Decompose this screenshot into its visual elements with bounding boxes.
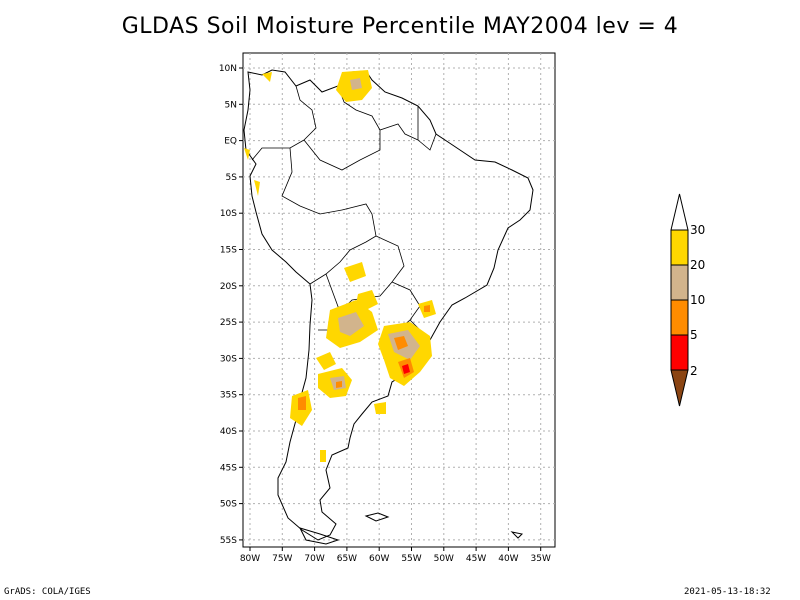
lat-tick-label: 10N [219,64,237,74]
colorbar-label-20: 20 [690,258,705,272]
dryness-patches [244,70,436,462]
lat-tick-label: 35S [220,391,237,401]
lat-tick-label: 15S [220,246,237,256]
lon-tick-label: 35W [531,554,551,564]
patch-peru [254,180,260,196]
island-east [510,531,524,539]
colorbar-bin-20-30 [670,229,689,266]
colorbar-label-30: 30 [690,223,705,237]
map-title: GLDAS Soil Moisture Percentile MAY2004 l… [121,14,679,39]
patch-parana-inner [424,305,430,312]
lon-tick-label: 40W [498,554,518,564]
lon-tick-label: 45W [466,554,486,564]
lat-tick-label: 25S [220,318,237,328]
patch-ecuador [244,148,250,160]
patch-chile-inner [298,396,306,410]
lat-tick-label: 30S [220,354,237,364]
colorbar: 30 20 10 5 2 [670,193,705,407]
lon-tick-label: 75W [272,554,292,564]
grads-credit: GrADS: COLA/IGES [4,587,91,597]
colorbar-bin-2-5 [670,334,689,371]
patch-venezuela-inner [350,78,362,90]
latitude-ticks: 10N 5N EQ 5S 10S 15S 20S 25S 30S 35S 40S 45S 50S 55S [219,64,243,546]
colorbar-bin-10-20 [670,264,689,301]
south-america-coastline [243,69,534,541]
patch-patagonia-south [320,450,326,462]
lat-tick-label: 50S [220,500,237,510]
lat-tick-label: EQ [224,137,237,147]
lat-tick-label: 45S [220,463,237,473]
lat-tick-label: 5N [225,100,237,110]
tierra-del-fuego [299,527,340,545]
plot-timestamp: 2021-05-13-18:32 [684,587,771,597]
longitude-ticks: 80W 75W 70W 65W 60W 55W 50W 45W 40W 35W [240,547,551,564]
patch-colombia-coast [262,72,272,82]
colorbar-bottom-triangle [670,369,689,407]
patch-bolivia [344,262,366,282]
lat-tick-label: 10S [220,209,237,219]
colorbar-label-5: 5 [690,328,698,342]
lat-tick-label: 55S [220,536,237,546]
colorbar-label-2: 2 [690,364,698,378]
colorbar-bin-5-10 [670,299,689,336]
patch-patagonia [374,402,386,414]
lat-tick-label: 40S [220,427,237,437]
patch-south-brazil-orange [394,336,408,350]
patch-chaco-inner [338,312,364,336]
lon-tick-label: 60W [369,554,389,564]
lat-tick-label: 5S [226,173,238,183]
lon-tick-label: 80W [240,554,260,564]
map-frame [242,52,556,548]
colorbar-label-10: 10 [690,293,705,307]
lon-tick-label: 65W [337,554,357,564]
lat-tick-label: 20S [220,282,237,292]
country-borders [251,85,437,361]
lon-tick-label: 55W [401,554,421,564]
lon-tick-label: 50W [434,554,454,564]
grid-lines [243,53,555,547]
patch-uruguay-red [402,364,410,374]
falkland-islands [364,512,390,522]
patch-argentina-west [316,352,336,370]
lon-tick-label: 70W [304,554,324,564]
colorbar-top-triangle [670,193,689,231]
continent-outline [243,69,534,545]
patch-cuyo-core [336,381,342,388]
